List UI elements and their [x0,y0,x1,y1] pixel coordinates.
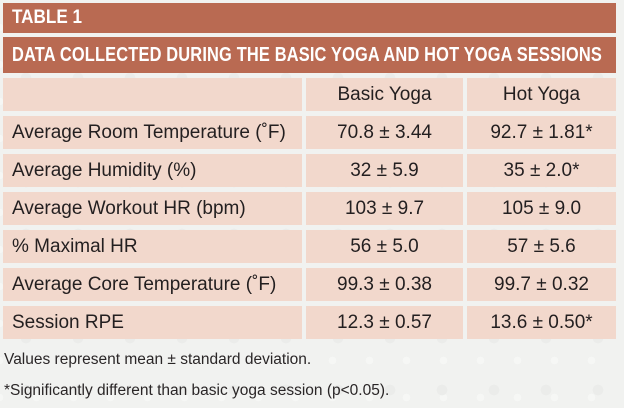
corner-cell [3,78,302,111]
table-title-bar: DATA COLLECTED DURING THE BASIC YOGA AND… [3,37,616,73]
cell-basic-yoga: 70.8 ± 3.44 [306,116,463,149]
cell-hot-yoga: 35 ± 2.0* [467,154,616,187]
table-row: Session RPE 12.3 ± 0.57 13.6 ± 0.50* [3,306,616,339]
table-number: TABLE 1 [12,7,82,28]
table-row: Average Room Temperature (˚F) 70.8 ± 3.4… [3,116,616,149]
row-label: Average Room Temperature (˚F) [3,116,302,149]
row-label: Average Humidity (%) [3,154,302,187]
row-label: Average Workout HR (bpm) [3,192,302,225]
cell-basic-yoga: 99.3 ± 0.38 [306,268,463,301]
table-row: Average Core Temperature (˚F) 99.3 ± 0.3… [3,268,616,301]
table-title: DATA COLLECTED DURING THE BASIC YOGA AND… [12,43,602,66]
table-row: Average Workout HR (bpm) 103 ± 9.7 105 ±… [3,192,616,225]
row-label: % Maximal HR [3,230,302,263]
column-header-basic-yoga: Basic Yoga [306,78,463,111]
row-label: Average Core Temperature (˚F) [3,268,302,301]
table-figure: TABLE 1 DATA COLLECTED DURING THE BASIC … [3,3,616,400]
footnote-mean-sd: Values represent mean ± standard deviati… [4,351,312,368]
table-row: % Maximal HR 56 ± 5.0 57 ± 5.6 [3,230,616,263]
column-header-hot-yoga: Hot Yoga [467,78,616,111]
cell-hot-yoga: 99.7 ± 0.32 [467,268,616,301]
cell-basic-yoga: 56 ± 5.0 [306,230,463,263]
row-label: Session RPE [3,306,302,339]
column-header-row: Basic Yoga Hot Yoga [3,78,616,111]
cell-hot-yoga: 57 ± 5.6 [467,230,616,263]
table-row: Average Humidity (%) 32 ± 5.9 35 ± 2.0* [3,154,616,187]
cell-basic-yoga: 103 ± 9.7 [306,192,463,225]
cell-hot-yoga: 92.7 ± 1.81* [467,116,616,149]
footnote-significance: *Significantly different than basic yoga… [4,382,390,399]
cell-hot-yoga: 13.6 ± 0.50* [467,306,616,339]
table-number-bar: TABLE 1 [3,3,616,33]
footnotes: Values represent mean ± standard deviati… [3,351,616,400]
cell-basic-yoga: 12.3 ± 0.57 [306,306,463,339]
cell-basic-yoga: 32 ± 5.9 [306,154,463,187]
cell-hot-yoga: 105 ± 9.0 [467,192,616,225]
